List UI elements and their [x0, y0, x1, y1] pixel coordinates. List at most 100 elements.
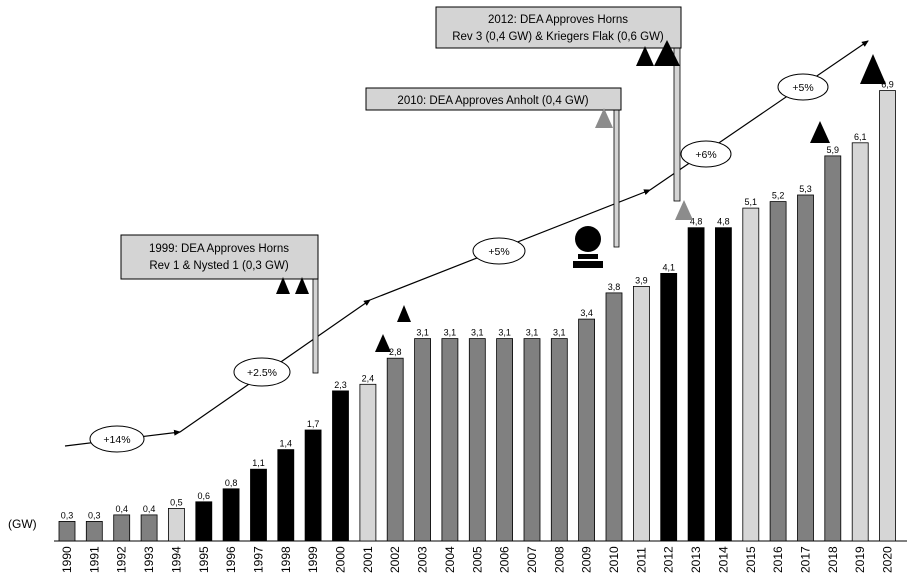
bar-2006 [496, 338, 514, 542]
x-tick-2015: 2015 [744, 546, 758, 573]
triangle-marker-2017 [810, 121, 830, 143]
growth-label-5: +5% [777, 73, 829, 101]
triangle-marker-1998 [276, 277, 290, 294]
annotation-1999-box [120, 234, 319, 280]
x-tick-2012: 2012 [662, 546, 676, 573]
x-tick-2016: 2016 [771, 546, 785, 573]
x-tick-2020: 2020 [881, 546, 895, 573]
value-label-2012: 4,1 [662, 262, 675, 272]
annotation-1999-pointer [312, 278, 319, 374]
x-tick-2018: 2018 [826, 546, 840, 573]
x-tick-2004: 2004 [443, 546, 457, 573]
annotation-2012-box [435, 6, 682, 49]
annotation-1999: 1999: DEA Approves Horns Rev 1 & Nysted … [120, 234, 319, 280]
value-label-1999: 1,7 [307, 419, 320, 429]
value-label-2000: 2,3 [334, 380, 347, 390]
markers-group [276, 40, 886, 352]
value-label-1991: 0,3 [88, 510, 101, 520]
value-label-2017: 5,3 [799, 184, 812, 194]
x-tick-1999: 1999 [306, 546, 320, 573]
value-label-1997: 1,1 [252, 458, 265, 468]
x-tick-labels-group: 1990 1991 1992 1993 1994 1995 1996 1997 1998 1999… [60, 546, 895, 573]
x-tick-2010: 2010 [607, 546, 621, 573]
bar-2017 [797, 194, 814, 542]
annotation-2010: 2010: DEA Approves Anholt (0,4 GW) [365, 87, 622, 111]
annotation-2012-line-2: Rev 3 (0,4 GW) & Kriegers Flak (0,6 GW) [452, 31, 664, 43]
bar-2003 [414, 338, 432, 542]
bar-2009 [578, 318, 595, 542]
value-label-2009: 3,4 [580, 308, 593, 318]
x-tick-1993: 1993 [142, 546, 156, 573]
x-tick-2006: 2006 [498, 546, 512, 573]
annotation-2010-pointer [613, 109, 620, 248]
triangle-marker-2011 [636, 46, 654, 66]
bar-1995 [195, 501, 213, 542]
bar-1992 [113, 514, 131, 542]
x-tick-1996: 1996 [224, 546, 238, 573]
x-tick-2009: 2009 [580, 546, 594, 573]
bar-2018 [824, 155, 842, 542]
bar-2008 [550, 338, 568, 542]
value-label-2005: 3,1 [471, 328, 484, 338]
bar-2014 [715, 227, 732, 542]
value-label-2001: 2,4 [362, 373, 375, 383]
value-label-1996: 0,8 [225, 478, 238, 488]
x-tick-2001: 2001 [361, 546, 375, 573]
bar-1998 [277, 449, 295, 542]
growth-label-3: +5% [472, 237, 526, 265]
x-tick-1994: 1994 [169, 546, 183, 573]
growth-label-3-text: +5% [488, 246, 509, 258]
bar-1991 [85, 521, 103, 542]
value-label-2004: 3,1 [444, 328, 457, 338]
value-labels-group: 0,3 0,3 0,4 0,4 0,5 0,6 0,8 1,1 1,4 1,7 2,3 2,4 2,8 3… [61, 80, 894, 521]
triangle-marker-1999 [295, 277, 309, 294]
bar-1994 [167, 507, 185, 542]
annotation-2012-line-1: 2012: DEA Approves Horns [488, 14, 628, 26]
x-tick-1992: 1992 [115, 546, 129, 573]
value-label-2019: 6,1 [854, 132, 867, 142]
value-label-2003: 3,1 [416, 328, 429, 338]
growth-label-2-text: +2.5% [247, 367, 277, 379]
value-label-2007: 3,1 [526, 328, 539, 338]
x-tick-2013: 2013 [689, 546, 703, 573]
bar-1999 [304, 429, 322, 542]
x-tick-2000: 2000 [334, 546, 348, 573]
bar-2019 [851, 142, 869, 542]
bar-2015 [742, 207, 760, 542]
x-tick-2017: 2017 [799, 546, 813, 573]
bar-2000 [332, 390, 349, 542]
value-label-1994: 0,5 [170, 497, 183, 507]
value-label-2011: 3,9 [635, 275, 648, 285]
bar-1993 [140, 514, 158, 542]
growth-label-2: +2.5% [233, 357, 291, 387]
bar-2005 [468, 338, 486, 542]
growth-label-4-text: +6% [695, 149, 716, 161]
x-tick-2011: 2011 [634, 547, 648, 573]
value-label-1995: 0,6 [198, 491, 211, 501]
bars-group [58, 90, 896, 542]
bar-2020 [879, 90, 896, 542]
value-label-2018: 5,9 [827, 145, 840, 155]
triangle-marker-2019 [860, 54, 886, 84]
x-tick-2008: 2008 [552, 546, 566, 573]
triangle-marker-2001 [375, 334, 391, 352]
trend-segment-4 [649, 40, 869, 191]
value-label-2015: 5,1 [745, 197, 758, 207]
value-label-1998: 1,4 [280, 439, 293, 449]
bar-2007 [523, 338, 541, 542]
annotation-2010-box [365, 87, 622, 111]
value-label-2020: 6,9 [881, 80, 894, 90]
bar-1990 [58, 521, 76, 542]
x-tick-1997: 1997 [252, 546, 266, 573]
triangle-marker-2002 [397, 305, 411, 322]
bar-2004 [441, 338, 459, 542]
value-label-2008: 3,1 [553, 328, 566, 338]
growth-label-1: +14% [89, 425, 145, 453]
gray-triangle-marker-2010 [595, 108, 613, 128]
person-icon [573, 226, 603, 268]
x-tick-1995: 1995 [197, 546, 211, 573]
value-label-1993: 0,4 [143, 504, 156, 514]
bar-1996 [222, 488, 240, 542]
growth-label-5-text: +5% [792, 82, 813, 94]
